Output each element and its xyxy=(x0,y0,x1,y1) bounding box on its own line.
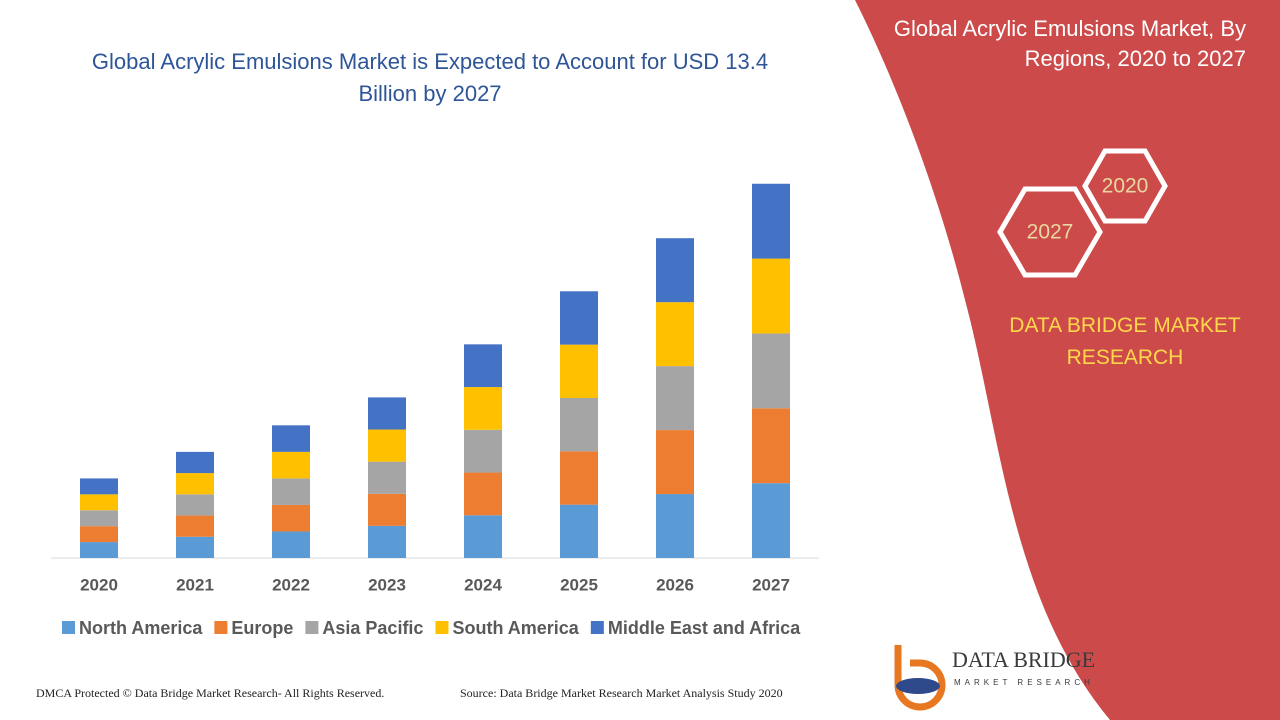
x-tick-label: 2027 xyxy=(752,575,790,594)
legend-label: Europe xyxy=(231,618,293,638)
bar-segment xyxy=(272,478,310,505)
bar-segment xyxy=(464,344,502,388)
bar-segment xyxy=(560,451,598,505)
red-panel xyxy=(855,0,1280,720)
bar-segment xyxy=(176,473,214,495)
footer-right: Source: Data Bridge Market Research Mark… xyxy=(460,686,783,700)
year-end: 2027 xyxy=(1027,221,1074,244)
bar-segment xyxy=(368,429,406,462)
bar-segment xyxy=(464,515,502,558)
legend-label: Middle East and Africa xyxy=(608,618,801,638)
bar-segment xyxy=(176,515,214,537)
bar-segment xyxy=(272,451,310,479)
x-tick-label: 2023 xyxy=(368,575,406,594)
bar-segment xyxy=(752,333,790,409)
logo-mark xyxy=(894,645,946,711)
legend-swatch xyxy=(214,621,228,634)
bar-segment xyxy=(368,525,406,558)
bar-segment xyxy=(368,461,406,494)
bar-segment xyxy=(368,493,406,526)
bar-segment xyxy=(80,478,118,495)
bar-segment xyxy=(752,258,790,334)
x-tick-label: 2021 xyxy=(176,575,214,594)
legend-label: Asia Pacific xyxy=(322,618,423,638)
logo-mark xyxy=(896,678,940,694)
bar-segment xyxy=(752,408,790,484)
x-tick-label: 2024 xyxy=(464,575,502,594)
panel-title: Global Acrylic Emulsions Market, By Regi… xyxy=(893,16,1246,71)
bar-segment xyxy=(656,494,694,558)
bar-segment xyxy=(80,542,118,558)
brand: DATA BRIDGE MARKET RESEARCH xyxy=(1009,314,1241,369)
bar-segment xyxy=(80,494,118,511)
bar-segment xyxy=(656,430,694,495)
bar-segment xyxy=(464,429,502,473)
bar-segment xyxy=(176,494,214,516)
bar-segment xyxy=(752,483,790,558)
bar-segment xyxy=(176,451,214,474)
logo-tagline: MARKET RESEARCH xyxy=(954,678,1094,687)
x-tick-label: 2020 xyxy=(80,575,118,594)
bar-segment xyxy=(272,504,310,532)
legend-swatch xyxy=(62,621,75,634)
bar-segment xyxy=(560,504,598,558)
legend-label: North America xyxy=(79,618,203,638)
bar-segment xyxy=(656,366,694,431)
logo: DATA BRIDGE MARKET RESEARCH xyxy=(894,645,1095,711)
legend-swatch xyxy=(305,621,319,634)
bar-segment xyxy=(560,397,598,452)
hexagon xyxy=(1082,148,1168,224)
x-tick-label: 2025 xyxy=(560,575,598,594)
legend-swatch xyxy=(590,621,604,634)
x-tick-label: 2022 xyxy=(272,575,310,594)
bar-segment xyxy=(80,510,118,527)
x-tick-label: 2026 xyxy=(656,575,694,594)
legend-swatch xyxy=(435,621,449,634)
logo-name: DATA BRIDGE xyxy=(952,647,1095,672)
bar-segment xyxy=(272,531,310,558)
bar-segment xyxy=(560,344,598,398)
chart-title: Global Acrylic Emulsions Market is Expec… xyxy=(91,49,769,106)
bar-segment xyxy=(656,238,694,303)
bar-segment xyxy=(272,425,310,452)
legend-label: South America xyxy=(452,618,579,638)
footer-left: DMCA Protected © Data Bridge Market Rese… xyxy=(36,686,385,700)
hexagon xyxy=(997,186,1103,278)
bar-segment xyxy=(464,387,502,430)
bar-segment xyxy=(560,291,598,345)
bar-segment xyxy=(176,536,214,558)
bar-segment xyxy=(368,397,406,430)
bar-segment xyxy=(80,526,118,543)
year-start: 2020 xyxy=(1102,175,1149,198)
bar-segment xyxy=(464,472,502,516)
bar-segment xyxy=(752,183,790,259)
bar-segment xyxy=(656,302,694,367)
